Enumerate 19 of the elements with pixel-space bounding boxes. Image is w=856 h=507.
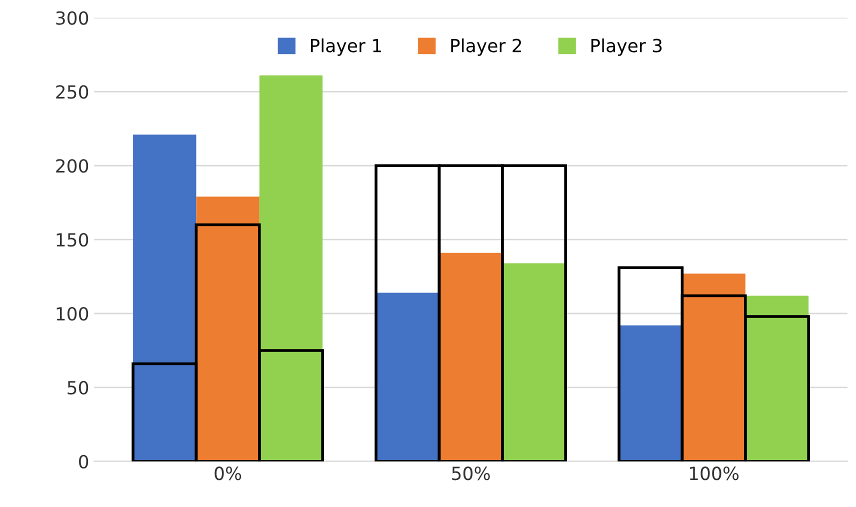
- bar: [133, 134, 196, 462]
- bar: [502, 263, 566, 462]
- bar: [619, 325, 682, 462]
- y-tick-label: 0: [79, 454, 88, 468]
- legend-label: Player 2: [451, 38, 522, 56]
- bar: [439, 252, 502, 462]
- y-tick-label: 50: [68, 380, 88, 395]
- x-tick-label: 50%: [452, 466, 490, 480]
- y-tick-label: 250: [56, 85, 88, 99]
- bar: [376, 292, 440, 462]
- y-tick-label: 150: [56, 233, 88, 247]
- y-tick-label: 200: [56, 159, 88, 173]
- legend-label: Player 3: [591, 38, 662, 56]
- y-tick-label: 100: [56, 306, 88, 321]
- bar: [259, 75, 323, 462]
- y-tick-label: 300: [56, 11, 88, 25]
- x-tick-label: 100%: [690, 466, 739, 480]
- x-tick-label: 0%: [214, 466, 242, 480]
- legend-label: Player 1: [310, 38, 381, 56]
